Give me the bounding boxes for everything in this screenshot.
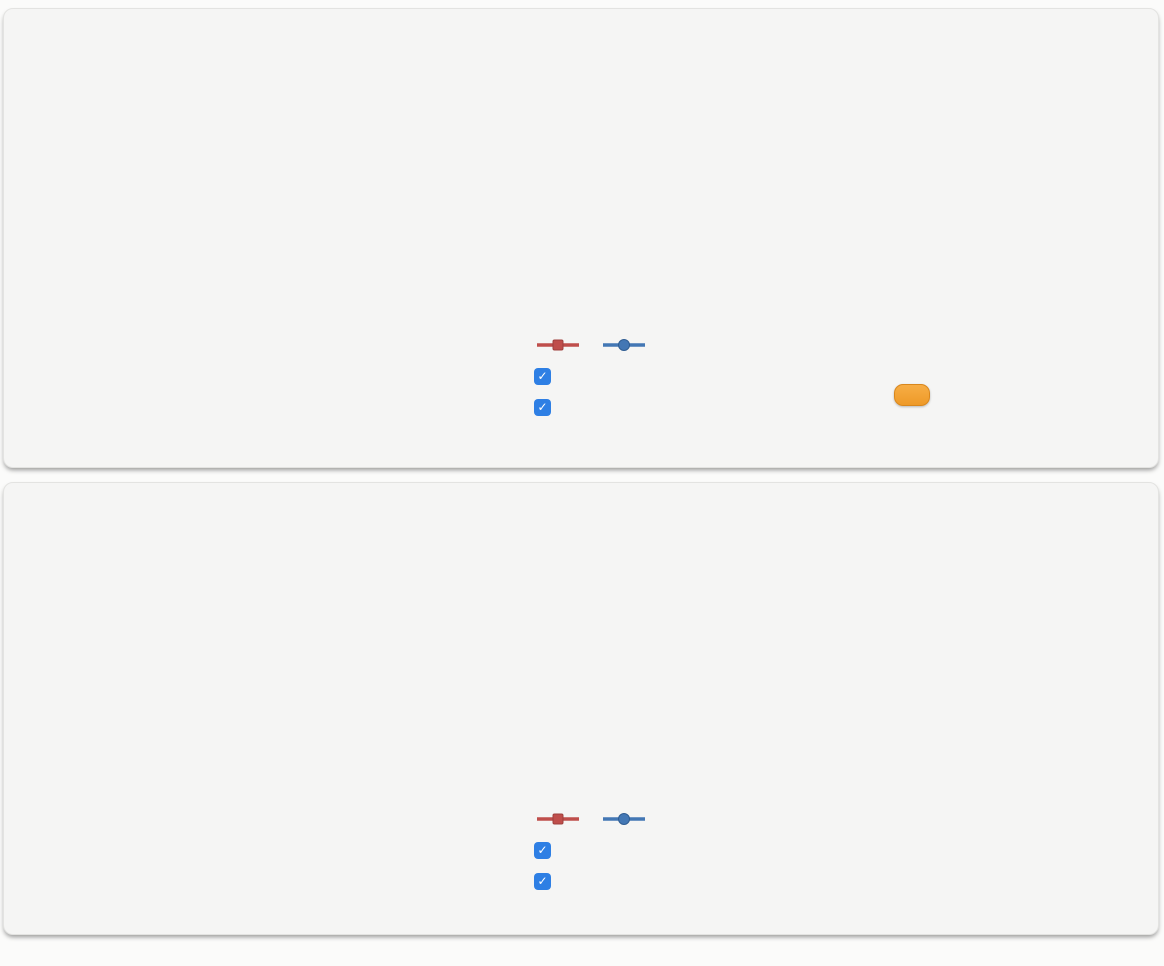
climate-min-temp-checkbox[interactable]: ✓ bbox=[534, 398, 551, 416]
climate-max-temp-swatch bbox=[584, 367, 628, 385]
humidity-legend bbox=[4, 806, 1158, 832]
nine-day-forecast-page: ✓ ✓ bbox=[0, 8, 1164, 966]
temperature-controls-block: ✓ ✓ bbox=[4, 332, 1158, 420]
humidity-panel: ✓ ✓ bbox=[3, 482, 1159, 935]
climate-min-humidity-checkbox[interactable]: ✓ bbox=[534, 872, 551, 890]
max-series-legend-marker-icon bbox=[537, 339, 579, 351]
humidity-controls-block: ✓ ✓ bbox=[4, 806, 1158, 894]
temperature-chart-title bbox=[4, 9, 1158, 24]
climate-min-humidity-range-row: ✓ bbox=[4, 868, 1158, 894]
temperature-panel: ✓ ✓ bbox=[3, 8, 1159, 468]
climate-max-humidity-checkbox[interactable]: ✓ bbox=[534, 841, 551, 859]
climate-min-temp-range-row: ✓ bbox=[4, 394, 1158, 420]
temperature-chart bbox=[4, 24, 1162, 320]
humidity-chart bbox=[4, 498, 1162, 794]
climate-max-temp-checkbox[interactable]: ✓ bbox=[534, 367, 551, 385]
climate-max-humidity-range-row: ✓ bbox=[4, 837, 1158, 863]
climate-max-temp-range-row: ✓ bbox=[4, 363, 1158, 389]
climate-min-temp-swatch bbox=[584, 398, 628, 416]
max-series-legend-marker-icon bbox=[537, 813, 579, 825]
update-time-row bbox=[0, 943, 1164, 961]
climate-max-humidity-swatch bbox=[584, 841, 628, 859]
climate-min-humidity-swatch bbox=[584, 872, 628, 890]
min-series-legend-marker-icon bbox=[603, 339, 645, 351]
extended-forecast-button[interactable] bbox=[894, 384, 930, 406]
temperature-legend bbox=[4, 332, 1158, 358]
min-series-legend-marker-icon bbox=[603, 813, 645, 825]
humidity-chart-title bbox=[4, 483, 1158, 498]
